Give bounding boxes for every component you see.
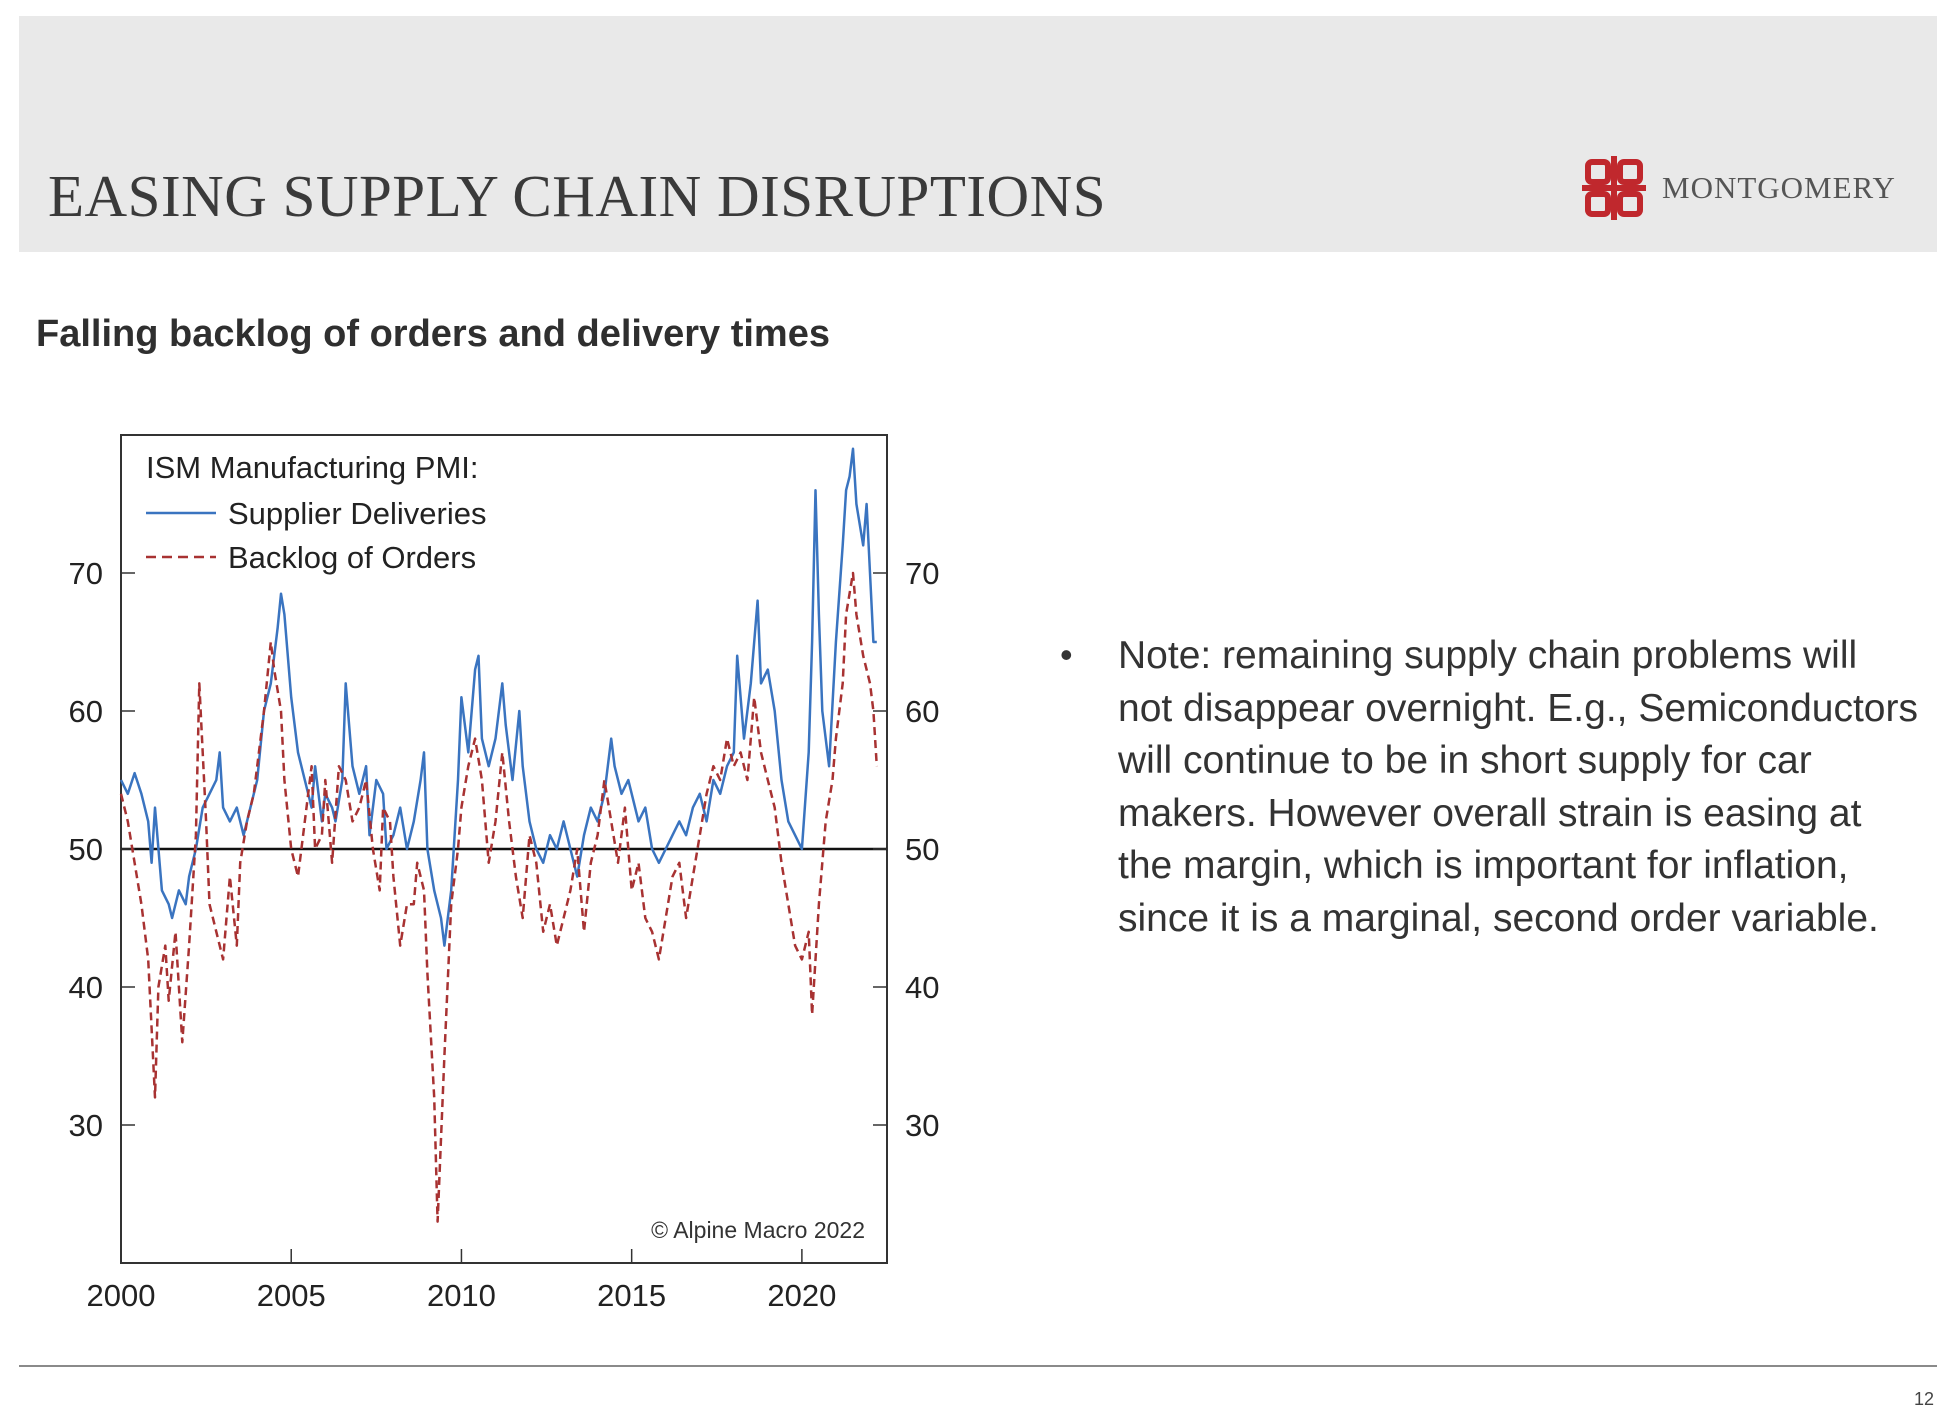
note-text: Note: remaining supply chain problems wi… [1118,634,1918,940]
y-axis: 30 30 40 40 50 50 60 60 70 70 [69,556,940,1143]
logo: MONTGOMERY [1582,156,1896,220]
chart-subtitle: Falling backlog of orders and delivery t… [36,313,830,355]
y-tick-label-right: 30 [905,1108,939,1143]
x-tick-label: 2000 [87,1278,156,1313]
chart-copyright: © Alpine Macro 2022 [651,1217,865,1243]
legend: ISM Manufacturing PMI: Supplier Deliveri… [146,450,486,575]
y-tick-label-left: 40 [69,970,103,1005]
y-tick-label-right: 40 [905,970,939,1005]
pmi-chart: 30 30 40 40 50 50 60 60 70 70 2000 2005 2010 2015 202… [69,434,940,1313]
y-tick-label-left: 30 [69,1108,103,1143]
x-tick-label: 2020 [767,1278,836,1313]
series-layer [119,447,879,1223]
x-tick-label: 2015 [597,1278,666,1313]
y-tick-label-right: 70 [905,556,939,591]
x-tick-label: 2010 [427,1278,496,1313]
y-tick-label-left: 60 [69,694,103,729]
y-tick-label-right: 50 [905,832,939,867]
footer-rule [19,1365,1937,1367]
page-number: 12 [1913,1389,1934,1409]
note-bullet: • Note: remaining supply chain problems … [1060,630,1920,945]
x-axis: 2000 2005 2010 2015 2020 [87,1249,836,1313]
legend-label-backlog-of-orders: Backlog of Orders [228,540,476,575]
series-line-backlog-of-orders [119,571,879,1223]
legend-title: ISM Manufacturing PMI: [146,450,479,485]
y-tick-label-left: 50 [69,832,103,867]
montgomery-logo-icon [1582,156,1646,220]
y-tick-label-right: 60 [905,694,939,729]
x-tick-label: 2005 [257,1278,326,1313]
logo-text: MONTGOMERY [1662,170,1896,205]
slide-title: EASING SUPPLY CHAIN DISRUPTIONS [48,163,1107,229]
y-tick-label-left: 70 [69,556,103,591]
legend-label-supplier-deliveries: Supplier Deliveries [228,496,486,531]
header-band [19,16,1937,252]
bullet-marker: • [1060,634,1073,675]
